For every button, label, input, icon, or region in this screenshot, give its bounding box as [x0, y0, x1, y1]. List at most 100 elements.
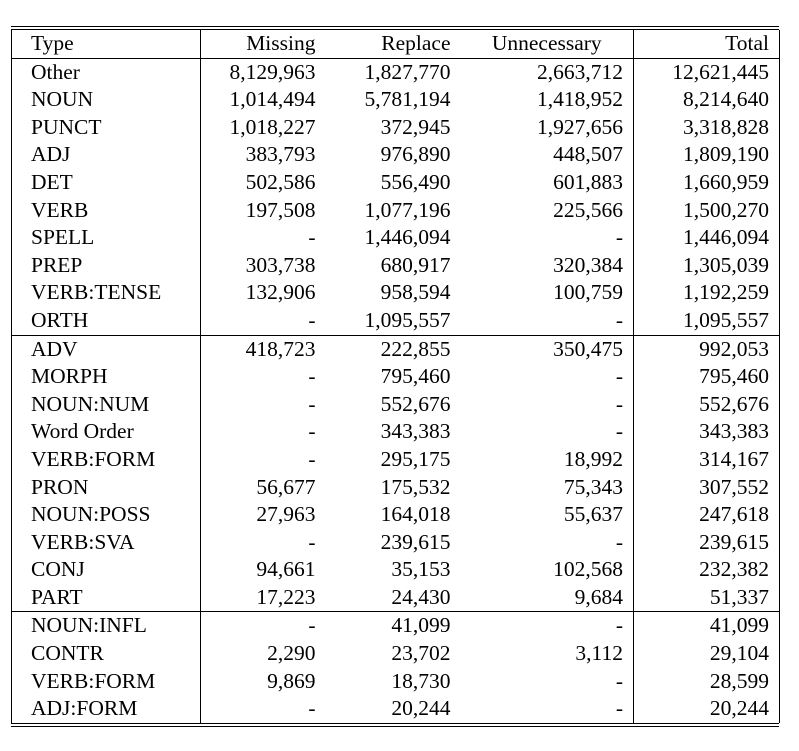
table-row: MORPH -795,460-795,460 — [11, 363, 780, 391]
cell-unnecessary: - — [460, 667, 634, 696]
cell-missing: - — [308, 307, 316, 332]
cell-type: VERB — [11, 196, 201, 225]
cell-replace: 18,730 — [391, 668, 451, 693]
table-header-row: Type Missing Replace Unnecessary Total — [11, 30, 780, 59]
cell-unnecessary: - — [460, 390, 634, 419]
header-replace: Replace — [325, 30, 461, 59]
cell-total: 1,192,259 — [633, 279, 780, 307]
cell-total: 1,500,270 — [633, 196, 780, 225]
table-row: NOUN:INFL -41,099-41,099 — [11, 611, 780, 641]
cell-total: 1,305,039 — [633, 251, 780, 280]
table-row: NOUN 1,014,494 5,781,194 1,418,952 8,214,640 — [11, 86, 780, 114]
header-unnecessary: Unnecessary — [460, 30, 634, 59]
cell-type: VERB:FORM — [11, 445, 201, 474]
table-row: PART 17,223 24,430 9,684 51,337 — [11, 583, 780, 612]
cell-total: 41,099 — [633, 611, 780, 641]
cell-total: 314,167 — [633, 445, 780, 474]
cell-replace: 35,153 — [391, 557, 451, 582]
cell-missing: - — [308, 529, 316, 554]
cell-type: VERB:SVA — [11, 528, 201, 557]
cell-missing: 132,906 — [245, 280, 316, 305]
table-row: CONJ 94,661 35,153 102,568 232,382 — [11, 556, 780, 584]
header-missing: Missing — [200, 30, 326, 59]
cell-type: CONTR — [11, 640, 201, 668]
table-row: NOUN:NUM -552,676-552,676 — [11, 390, 780, 419]
cell-total: 3,318,828 — [633, 113, 780, 142]
cell-total: 343,383 — [633, 418, 780, 446]
table-top-rule — [11, 26, 779, 30]
cell-total: 51,337 — [633, 583, 780, 612]
cell-replace: 239,615 — [380, 529, 451, 554]
table-row: NOUN:POSS 27,963 164,018 55,637 247,618 — [11, 501, 780, 529]
cell-unnecessary: - — [460, 224, 634, 252]
cell-type: CONJ — [11, 556, 201, 584]
table-bottom-rule — [11, 722, 779, 727]
cell-replace: 24,430 — [391, 584, 451, 609]
table-row: Word Order -343,383-343,383 — [11, 418, 780, 446]
cell-unnecessary: - — [460, 306, 634, 336]
cell-type: PUNCT — [11, 113, 201, 142]
cell-type: ADJ — [11, 141, 201, 169]
cell-missing: 8,129,963 — [200, 57, 326, 87]
cell-total: 12,621,445 — [633, 57, 780, 87]
cell-type: NOUN:NUM — [11, 390, 201, 419]
cell-missing: 17,223 — [256, 584, 316, 609]
cell-missing: 383,793 — [245, 142, 316, 167]
cell-total: 552,676 — [633, 390, 780, 419]
table-row: VERB:SVA -239,615-239,615 — [11, 528, 780, 557]
cell-type: ADJ:FORM — [11, 695, 201, 723]
cell-unnecessary: 225,566 — [460, 196, 634, 225]
cell-unnecessary: 9,684 — [460, 583, 634, 612]
cell-missing: 56,677 — [256, 474, 316, 499]
cell-type: PART — [11, 583, 201, 612]
cell-total: 28,599 — [633, 667, 780, 696]
cell-replace: 372,945 — [380, 114, 451, 139]
cell-replace: 976,890 — [380, 142, 451, 167]
table-row: PREP 303,738 680,917 320,384 1,305,039 — [11, 251, 780, 280]
cell-missing: - — [308, 391, 316, 416]
cell-missing: 1,018,227 — [229, 114, 316, 139]
table-row: DET 502,586 556,490 601,883 1,660,959 — [11, 168, 780, 197]
cell-missing: - — [308, 225, 316, 250]
cell-unnecessary: 75,343 — [460, 473, 634, 502]
cell-replace: 41,099 — [325, 611, 461, 641]
cell-replace: 164,018 — [380, 502, 451, 527]
cell-missing: - — [308, 364, 316, 389]
cell-unnecessary: - — [460, 528, 634, 557]
cell-replace: 1,827,770 — [325, 57, 461, 87]
cell-unnecessary: - — [460, 363, 634, 391]
cell-replace: 23,702 — [391, 641, 451, 666]
cell-type: Other — [11, 57, 201, 87]
cell-total: 20,244 — [633, 695, 780, 723]
cell-unnecessary: 102,568 — [460, 556, 634, 584]
cell-unnecessary: 100,759 — [460, 279, 634, 307]
cell-missing: 197,508 — [245, 197, 316, 222]
cell-total: 307,552 — [633, 473, 780, 502]
table-row: SPELL -1,446,094-1,446,094 — [11, 224, 780, 252]
cell-replace: 680,917 — [380, 252, 451, 277]
cell-missing: - — [308, 696, 316, 721]
cell-type: Word Order — [11, 418, 201, 446]
cell-replace: 1,446,094 — [364, 225, 451, 250]
header-total: Total — [633, 30, 780, 59]
cell-replace: 1,077,196 — [364, 197, 451, 222]
cell-unnecessary: 350,475 — [460, 334, 634, 364]
cell-unnecessary: 448,507 — [460, 141, 634, 169]
table-row: VERB:TENSE 132,906 958,594 100,759 1,192,259 — [11, 279, 780, 307]
cell-type: PREP — [11, 251, 201, 280]
table-row: VERB:FORM 9,869 18,730-28,599 — [11, 667, 780, 696]
cell-type: NOUN:POSS — [11, 501, 201, 529]
table-body: Other 8,129,963 1,827,770 2,663,712 12,621,4… — [11, 57, 780, 723]
cell-type: ORTH — [11, 306, 201, 336]
cell-replace: 295,175 — [380, 446, 451, 471]
table-row: VERB 197,508 1,077,196 225,566 1,500,270 — [11, 196, 780, 225]
cell-type: MORPH — [11, 363, 201, 391]
cell-total: 29,104 — [633, 640, 780, 668]
cell-replace: 552,676 — [380, 391, 451, 416]
cell-missing: 303,738 — [245, 252, 316, 277]
cell-total: 795,460 — [633, 363, 780, 391]
cell-missing: - — [200, 611, 326, 641]
cell-replace: 795,460 — [380, 364, 451, 389]
cell-missing: - — [308, 419, 316, 444]
cell-type: SPELL — [11, 224, 201, 252]
